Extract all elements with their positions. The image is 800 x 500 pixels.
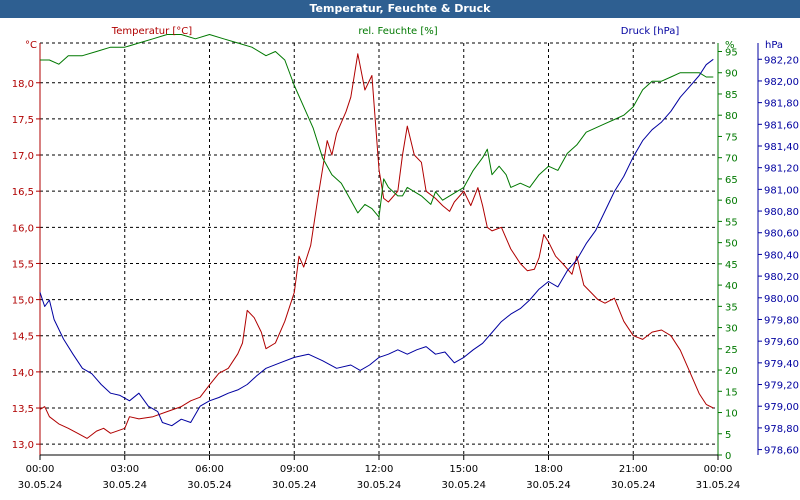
humidity-tick-label: 20 xyxy=(725,366,738,377)
pressure-tick-label: 982,20 xyxy=(764,55,799,66)
series-layer xyxy=(39,34,714,439)
humidity-tick-label: 35 xyxy=(725,302,738,313)
temperature-tick-label: 15,5 xyxy=(12,259,34,270)
pressure-tick-label: 981,80 xyxy=(764,99,799,110)
series-line-pressure xyxy=(39,58,714,427)
humidity-tick-label: 10 xyxy=(725,409,738,420)
pressure-tick-label: 981,20 xyxy=(764,164,799,175)
x-tick-label-date: 30.05.24 xyxy=(441,480,486,491)
legend-entry-pressure: Druck [hPa] xyxy=(621,26,680,37)
humidity-tick-label: 40 xyxy=(725,281,738,292)
humidity-tick-label: 50 xyxy=(725,239,738,250)
temperature-tick-label: 16,0 xyxy=(12,223,34,234)
grid-layer xyxy=(40,42,718,455)
x-tick-label-time: 15:00 xyxy=(449,464,478,475)
x-tick-label-time: 21:00 xyxy=(619,464,648,475)
humidity-tick-label: 75 xyxy=(725,132,738,143)
temperature-tick-label: 18,0 xyxy=(12,79,34,90)
pressure-tick-label: 978,80 xyxy=(764,424,799,435)
axis-layer xyxy=(36,43,762,460)
chart-canvas: 00:00 30.05.24 03:00 30.05.24 06:00 30.05.24 0… xyxy=(0,18,800,500)
humidity-tick-label: 90 xyxy=(725,69,738,80)
x-tick-label-time: 00:00 xyxy=(26,464,55,475)
pressure-tick-label: 980,00 xyxy=(764,294,799,305)
humidity-tick-label: 15 xyxy=(725,387,738,398)
x-tick-label-time: 06:00 xyxy=(195,464,224,475)
pressure-tick-label: 979,20 xyxy=(764,381,799,392)
temperature-tick-label: 14,0 xyxy=(12,368,34,379)
legend-entry-humidity: rel. Feuchte [%] xyxy=(358,26,437,37)
x-tick-label-time: 18:00 xyxy=(534,464,563,475)
pressure-tick-label: 981,60 xyxy=(764,120,799,131)
pressure-tick-label: 979,60 xyxy=(764,337,799,348)
humidity-tick-label: 45 xyxy=(725,260,738,271)
humidity-tick-label: 5 xyxy=(725,430,731,441)
pressure-tick-label: 981,40 xyxy=(764,142,799,153)
label-layer: 00:00 30.05.24 03:00 30.05.24 06:00 30.05.24 0… xyxy=(12,26,799,491)
temperature-unit-label: °C xyxy=(25,40,37,51)
x-tick-label-time: 09:00 xyxy=(280,464,309,475)
series-line-humidity xyxy=(40,34,714,218)
humidity-tick-label: 65 xyxy=(725,175,738,186)
x-tick-label-time: 03:00 xyxy=(110,464,139,475)
pressure-tick-label: 979,00 xyxy=(764,402,799,413)
chart-background xyxy=(0,18,800,500)
x-tick-label-date: 30.05.24 xyxy=(357,480,402,491)
x-tick-label-date: 30.05.24 xyxy=(272,480,317,491)
chart-title: Temperatur, Feuchte & Druck xyxy=(0,0,800,18)
x-tick-label-date: 30.05.24 xyxy=(526,480,571,491)
humidity-unit-label: % xyxy=(725,40,735,51)
pressure-tick-label: 979,40 xyxy=(764,359,799,370)
pressure-tick-label: 982,00 xyxy=(764,77,799,88)
humidity-tick-label: 60 xyxy=(725,196,738,207)
temperature-tick-label: 16,5 xyxy=(12,187,34,198)
humidity-tick-label: 0 xyxy=(725,451,731,462)
x-tick-label-date: 31.05.24 xyxy=(696,480,741,491)
legend-entry-temperature: Temperatur [°C] xyxy=(111,26,192,37)
temperature-tick-label: 15,0 xyxy=(12,296,34,307)
humidity-tick-label: 85 xyxy=(725,90,738,101)
pressure-tick-label: 980,40 xyxy=(764,250,799,261)
pressure-tick-label: 981,00 xyxy=(764,185,799,196)
humidity-tick-label: 95 xyxy=(725,47,738,58)
pressure-tick-label: 980,20 xyxy=(764,272,799,283)
temperature-tick-label: 13,5 xyxy=(12,404,34,415)
temperature-tick-label: 17,5 xyxy=(12,115,34,126)
x-tick-label-date: 30.05.24 xyxy=(18,480,63,491)
humidity-tick-label: 70 xyxy=(725,154,738,165)
temperature-tick-label: 13,0 xyxy=(12,440,34,451)
temperature-tick-label: 14,5 xyxy=(12,332,34,343)
x-tick-label-date: 30.05.24 xyxy=(102,480,147,491)
pressure-tick-label: 980,80 xyxy=(764,207,799,218)
x-tick-label-time: 12:00 xyxy=(365,464,394,475)
x-tick-label-date: 30.05.24 xyxy=(611,480,656,491)
humidity-tick-label: 25 xyxy=(725,345,738,356)
x-tick-label-time: 00:00 xyxy=(704,464,733,475)
series-line-temperature xyxy=(39,53,714,439)
pressure-tick-label: 980,60 xyxy=(764,229,799,240)
humidity-tick-label: 80 xyxy=(725,111,738,122)
humidity-tick-label: 30 xyxy=(725,324,738,335)
pressure-unit-label: hPa xyxy=(765,40,783,51)
humidity-tick-label: 55 xyxy=(725,217,738,228)
pressure-tick-label: 979,80 xyxy=(764,315,799,326)
x-tick-label-date: 30.05.24 xyxy=(187,480,232,491)
pressure-tick-label: 978,60 xyxy=(764,446,799,457)
temperature-tick-label: 17,0 xyxy=(12,151,34,162)
